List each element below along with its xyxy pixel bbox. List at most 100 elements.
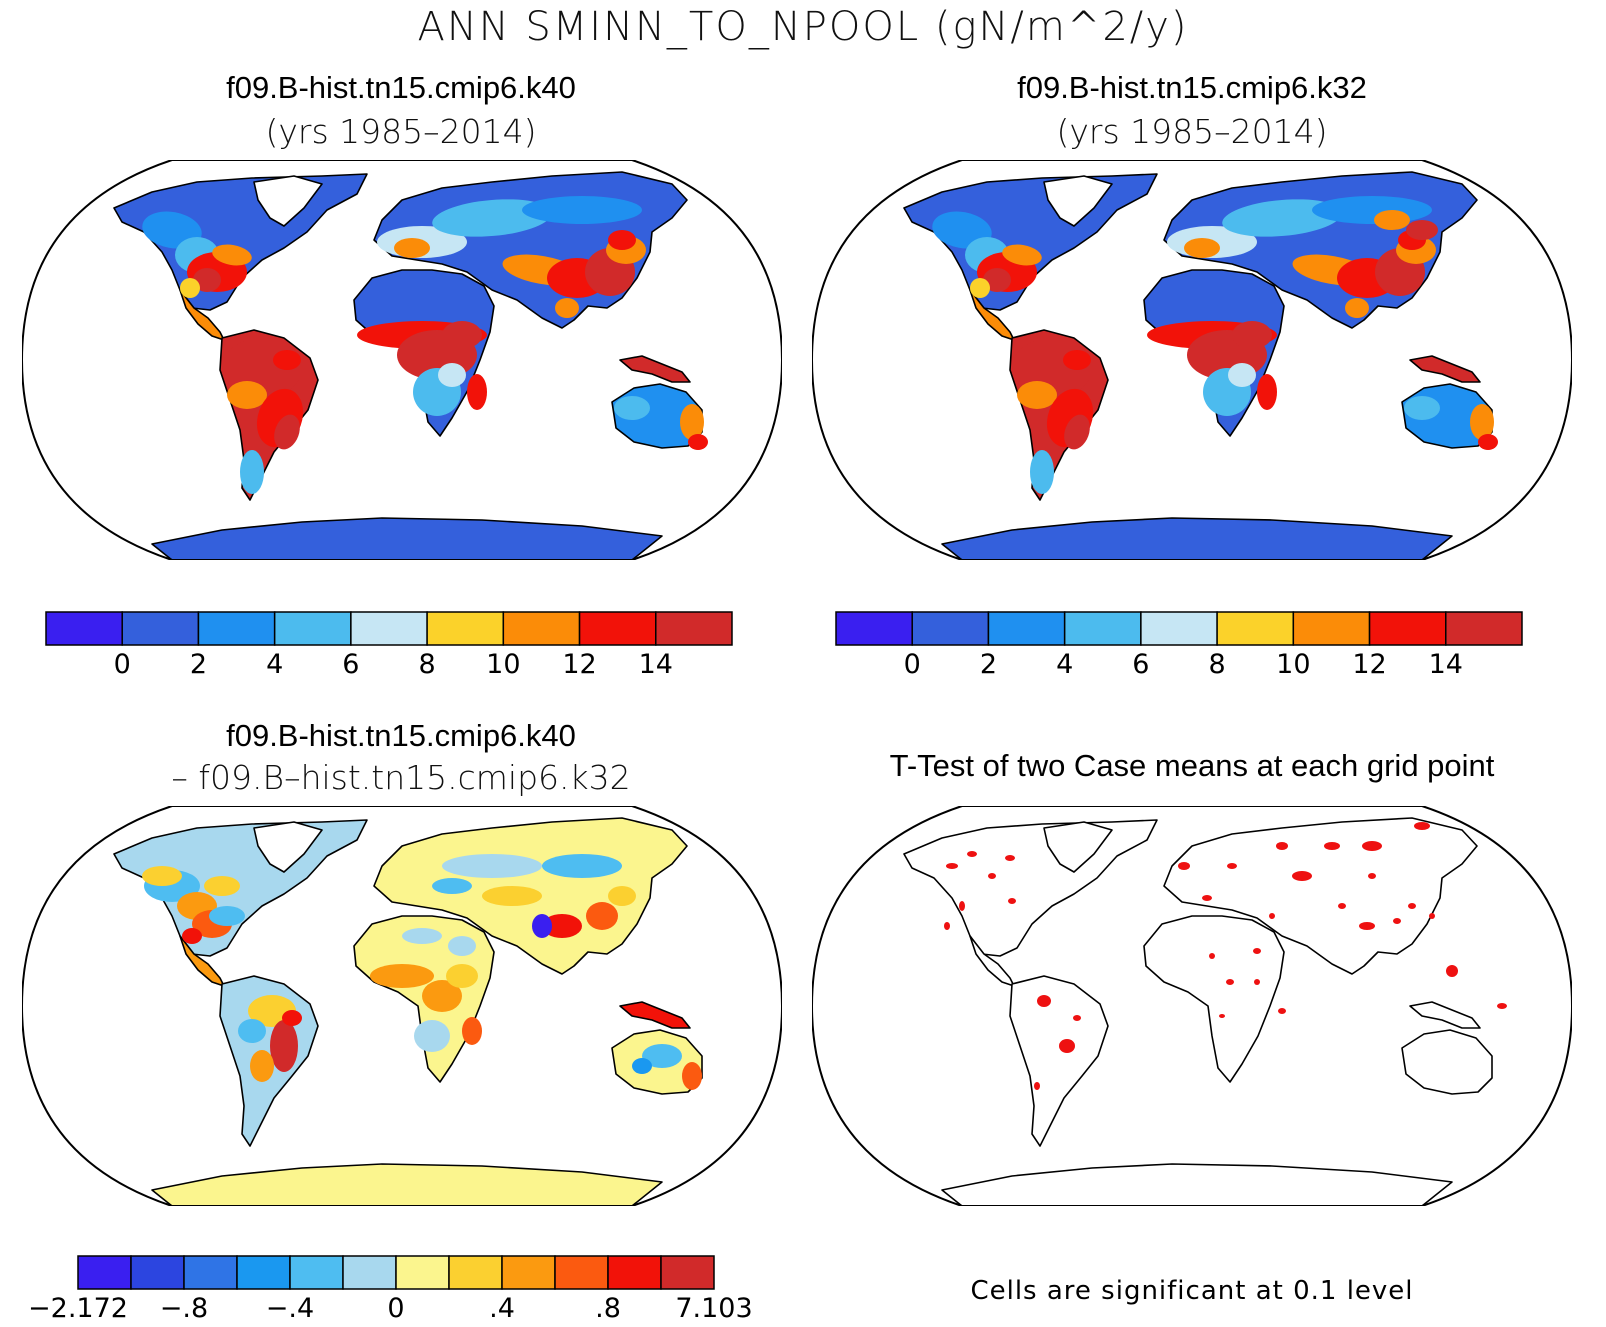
colorbar-box — [554, 1255, 609, 1290]
colorbar-box — [121, 611, 200, 646]
field-patch — [1232, 321, 1272, 349]
colorbar-box — [501, 1255, 556, 1290]
colorbar-box — [289, 1255, 344, 1290]
significant-cell — [1338, 903, 1346, 909]
colorbar-tick-label: 14 — [639, 649, 673, 680]
significant-cell — [959, 901, 965, 911]
colorbar-box — [835, 611, 913, 646]
colorbar-difference: −2.172 −.8 −.4 0 .4 .8 7.103 — [28, 1255, 753, 1324]
land-sea — [1409, 1001, 1481, 1029]
land-layer — [903, 817, 1507, 1206]
field-patch — [180, 278, 200, 298]
colorbar-tick-label: 0 — [387, 1293, 404, 1324]
colorbar-tick-label: 10 — [486, 649, 520, 680]
field-patch — [1030, 450, 1054, 494]
field-patch — [614, 396, 650, 420]
map-frame — [812, 806, 1572, 1206]
field-patch — [983, 268, 1011, 292]
significant-cell — [946, 863, 958, 869]
significant-cell — [967, 851, 977, 857]
colorbar-tick-label: 6 — [342, 649, 359, 680]
difference-patch — [462, 1017, 482, 1045]
panel-subtitle-k32: (yrs 1985–2014) — [1056, 112, 1328, 151]
field-patch — [1228, 363, 1256, 387]
significant-cell — [1227, 863, 1237, 869]
field-patch — [1312, 196, 1432, 224]
difference-patch — [142, 866, 182, 886]
colorbar-box — [342, 1255, 397, 1290]
field-patch — [240, 450, 264, 494]
field-patch — [555, 298, 579, 318]
land-layer — [903, 171, 1498, 560]
significant-cell — [1408, 903, 1416, 909]
colorbar-box — [45, 611, 123, 646]
significant-cell — [1278, 1008, 1286, 1014]
colorbar-box — [273, 611, 352, 646]
significant-cell — [1209, 953, 1215, 959]
significant-cell — [944, 922, 950, 930]
field-patch — [442, 321, 482, 349]
significant-cell — [1368, 873, 1376, 879]
significant-cell — [1359, 922, 1375, 930]
difference-patch — [542, 914, 582, 938]
difference-patch — [442, 854, 542, 878]
significant-cell — [1073, 1015, 1081, 1021]
colorbar-box — [350, 611, 428, 646]
colorbar-tick-label: 10 — [1276, 649, 1310, 680]
field-patch — [1478, 434, 1498, 450]
field-patch — [1002, 244, 1042, 266]
colorbar-box — [660, 1255, 715, 1290]
colorbar-box — [1292, 611, 1371, 646]
field-patch — [1257, 374, 1277, 410]
land-green — [253, 175, 323, 227]
colorbar-box — [130, 1255, 185, 1290]
significant-cell — [1059, 1039, 1075, 1053]
difference-patch — [270, 1020, 298, 1072]
field-patch — [274, 414, 300, 450]
field-patch — [1064, 414, 1090, 450]
field-patch — [970, 278, 990, 298]
colorbar-box — [911, 611, 990, 646]
difference-patch — [422, 980, 462, 1012]
field-patch — [522, 196, 642, 224]
field-patch — [1345, 298, 1369, 318]
field-patch — [227, 381, 267, 409]
significant-cell — [1202, 895, 1212, 901]
colorbar-tick-label: 2 — [980, 649, 997, 680]
difference-patch — [608, 886, 636, 906]
field-patch — [1017, 381, 1057, 409]
panel-title-ttest: T-Test of two Case means at each grid po… — [889, 748, 1495, 783]
colorbar-tick-label: 0 — [904, 649, 921, 680]
field-patch — [680, 404, 704, 440]
difference-patch — [209, 906, 245, 926]
significant-cell — [1037, 995, 1051, 1007]
difference-patch — [238, 1019, 266, 1043]
field-patch — [432, 199, 552, 237]
difference-patch — [446, 964, 478, 988]
land-layer — [113, 171, 708, 560]
field-patch — [1404, 396, 1440, 420]
difference-patch — [482, 886, 542, 906]
colorbar-box — [77, 1255, 132, 1290]
difference-patch — [432, 878, 472, 894]
land-ant — [941, 517, 1453, 560]
difference-patch — [370, 964, 434, 988]
colorbar-tick-label: 2 — [190, 649, 207, 680]
map-frame — [812, 160, 1572, 560]
colorbar-tick-label: 12 — [1352, 649, 1386, 680]
colorbar-k40: 0 2 4 6 8 10 12 14 — [45, 611, 733, 680]
colorbar-tick-label: 4 — [1056, 649, 1073, 680]
map-frame — [22, 806, 782, 1206]
difference-patch — [414, 1020, 450, 1052]
significant-cell — [1393, 918, 1401, 924]
colorbar-box — [197, 611, 276, 646]
difference-patch — [402, 928, 442, 944]
map-ttest — [812, 806, 1572, 1206]
colorbar-tick-label: 0 — [114, 649, 131, 680]
colorbar-box — [1140, 611, 1218, 646]
field-patch — [394, 238, 430, 258]
field-patch — [1063, 350, 1091, 370]
difference-patch — [282, 1010, 302, 1026]
land-afr — [1143, 915, 1285, 1083]
significant-cell — [1362, 841, 1382, 851]
